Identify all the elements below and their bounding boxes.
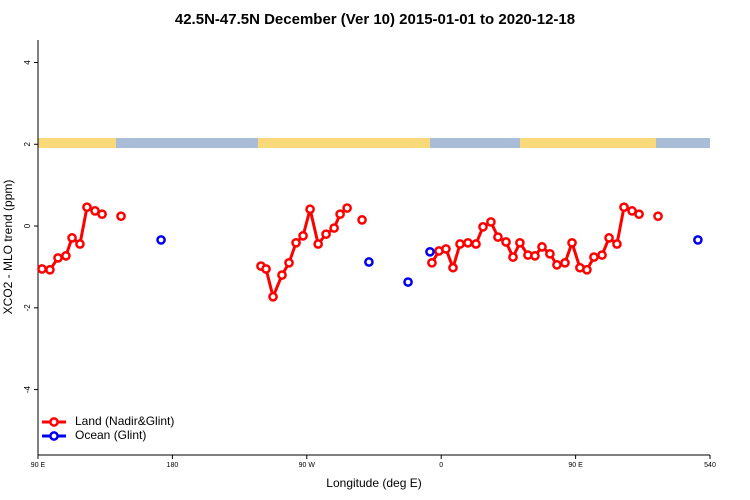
point [455, 239, 465, 249]
y-tick-label: 4 [23, 60, 32, 65]
point [463, 237, 473, 248]
point [342, 203, 352, 213]
point [313, 239, 323, 249]
point [604, 233, 614, 243]
point [321, 229, 331, 240]
point [61, 251, 71, 261]
x-axis-label: Longitude (deg E) [326, 476, 421, 490]
point [589, 252, 599, 262]
point [582, 264, 592, 275]
x-tick-label: 90 W [299, 462, 316, 469]
point [597, 250, 607, 260]
land-band [38, 138, 116, 148]
point [82, 202, 92, 213]
point [478, 222, 488, 232]
point [53, 253, 63, 263]
point [277, 270, 287, 280]
point [486, 217, 496, 227]
chart-title: 42.5N-47.5N December (Ver 10) 2015-01-01… [175, 11, 575, 28]
land-band [520, 138, 656, 148]
series-line [42, 207, 658, 297]
y-tick-label: -4 [23, 385, 32, 393]
x-tick-label: 0 [439, 462, 443, 469]
point [441, 244, 451, 254]
point [45, 264, 55, 275]
x-tick-label: 540 [704, 462, 716, 469]
point [305, 204, 315, 215]
point [425, 246, 435, 257]
point [284, 257, 294, 268]
point [653, 211, 663, 222]
point [530, 251, 540, 261]
point [501, 237, 511, 247]
point [298, 230, 308, 241]
point [268, 291, 278, 302]
point [471, 239, 481, 249]
point [537, 242, 547, 252]
point [335, 209, 345, 220]
point [552, 260, 562, 270]
point [67, 233, 77, 243]
point [567, 237, 577, 248]
x-tick-label: 90 E [568, 462, 583, 469]
y-axis-label: XCO2 - MLO trend (ppm) [1, 180, 15, 315]
point [75, 239, 85, 249]
legend-label: Ocean (Glint) [75, 428, 146, 442]
point [291, 237, 301, 248]
point [448, 262, 458, 273]
point [634, 209, 644, 220]
point [693, 235, 703, 245]
point [427, 257, 437, 268]
point [612, 239, 622, 249]
point [357, 215, 367, 225]
point [403, 277, 413, 287]
legend-marker [49, 417, 59, 427]
y-tick-label: 2 [23, 141, 32, 146]
point [97, 209, 107, 220]
point [364, 257, 374, 267]
x-tick-label: 180 [167, 462, 179, 469]
point [619, 202, 629, 213]
point [493, 232, 503, 242]
point [37, 264, 47, 274]
land-band [258, 138, 430, 148]
legend-marker [49, 431, 59, 441]
y-tick-label: -2 [23, 304, 32, 312]
x-tick-label: 90 E [31, 462, 46, 469]
point [116, 211, 126, 222]
point [515, 237, 525, 248]
point [261, 264, 271, 274]
point [545, 248, 555, 259]
point [508, 252, 518, 262]
point [156, 235, 166, 245]
legend-label: Land (Nadir&Glint) [75, 414, 174, 428]
y-tick-label: 0 [23, 223, 32, 228]
point [329, 223, 339, 233]
land-ocean-band [38, 138, 710, 148]
point [560, 257, 570, 268]
